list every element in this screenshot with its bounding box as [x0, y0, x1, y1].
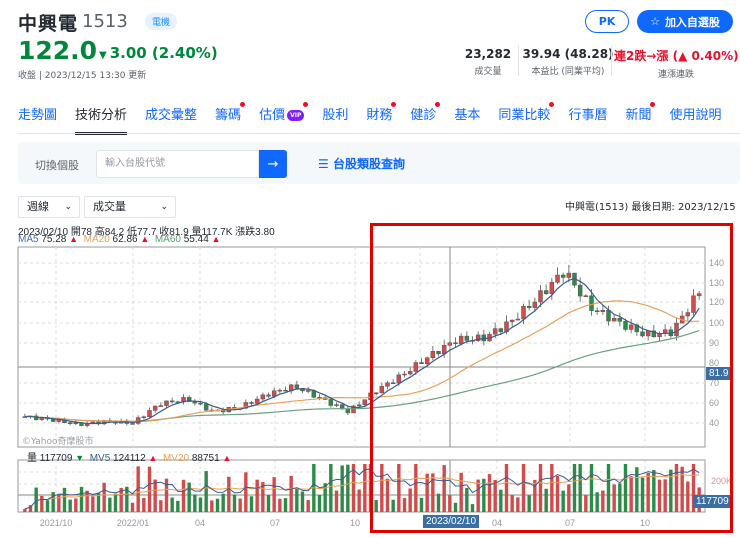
up-triangle-icon: ▲ — [140, 234, 150, 244]
tab-2[interactable]: 成交彙整 — [145, 108, 198, 123]
svg-text:07: 07 — [565, 518, 575, 528]
arrow-right-icon: → — [267, 156, 279, 172]
svg-text:04: 04 — [195, 518, 205, 528]
tab-5[interactable]: 股利 — [322, 108, 349, 123]
up-triangle-icon: ▲ — [211, 234, 221, 244]
tab-0[interactable]: 走勢圖 — [18, 108, 58, 123]
svg-text:2021/10: 2021/10 — [40, 518, 73, 528]
add-watchlist-button[interactable]: ☆ 加入自選股 — [637, 10, 733, 33]
svg-text:10: 10 — [350, 518, 360, 528]
indicator-select[interactable]: 成交量 ⌄ — [84, 196, 176, 218]
notification-dot-icon — [240, 102, 246, 107]
search-submit-button[interactable]: → — [259, 150, 287, 178]
tab-12[interactable]: 使用說明 — [669, 108, 722, 123]
svg-text:60: 60 — [709, 398, 719, 408]
vip-badge: VIP — [287, 110, 305, 121]
svg-text:200K: 200K — [711, 476, 732, 486]
sector-query-link[interactable]: ☰ 台股類股查詢 — [318, 157, 405, 171]
ohlc-legend: 2023/02/10 開78 高84.2 低77.7 收81.9 量117.7K… — [18, 227, 275, 238]
svg-text:140: 140 — [709, 258, 724, 268]
divider — [518, 46, 519, 76]
up-triangle-icon: ▲ — [69, 234, 79, 244]
current-price: 122.0 — [18, 36, 98, 65]
tabs-divider — [18, 133, 740, 134]
stock-code-input[interactable]: 輸入台股代號 — [96, 150, 259, 178]
svg-text:10: 10 — [640, 518, 650, 528]
tab-4[interactable]: 估價 VIP — [259, 102, 309, 128]
period-select[interactable]: 週線 ⌄ — [18, 196, 80, 218]
crosshair-price-tag: 81.9 — [706, 367, 732, 380]
svg-text:90: 90 — [709, 338, 719, 348]
switch-stock-label: 切換個股 — [35, 159, 79, 172]
svg-text:100: 100 — [709, 318, 724, 328]
stat-pe-ratio: 39.94 (48.28) 本益比 (同業平均) — [522, 47, 614, 77]
svg-text:70: 70 — [709, 378, 719, 388]
stat-volume: 23,282 成交量 — [464, 47, 512, 77]
highlight-annotation-box — [370, 223, 733, 533]
update-time: 收盤 | 2023/12/15 13:30 更新 — [18, 71, 147, 81]
stock-code: 1513 — [82, 11, 128, 32]
svg-text:130: 130 — [709, 278, 724, 288]
stock-name: 中興電 — [18, 13, 79, 35]
nav-tabs: 走勢圖 技術分析 成交彙整 籌碼 估價 VIP 股利 財務 健診 基本 同業比較 行事曆 新聞 使用說明 — [18, 102, 739, 135]
tab-8[interactable]: 基本 — [454, 108, 481, 123]
notification-dot-icon — [391, 102, 397, 107]
down-triangle-icon: ▼ — [75, 453, 85, 463]
crosshair-date-tag: 2023/02/10 — [423, 515, 480, 528]
up-triangle-icon: ▲ — [148, 453, 158, 463]
notification-dot-icon — [549, 102, 555, 107]
down-triangle-icon: ▼ — [99, 50, 107, 61]
price-change: ▼ 3.00 (2.40%) — [99, 44, 218, 62]
chart-info: 中興電(1513) 最後日期: 2023/12/15 — [565, 202, 736, 213]
tab-9[interactable]: 同業比較 — [498, 102, 555, 128]
stat-streak: 連2跌→漲 (▲ 0.40%) 連漲連跌 — [614, 49, 739, 80]
list-icon: ☰ — [318, 157, 333, 171]
svg-text:120: 120 — [709, 297, 724, 307]
svg-text:07: 07 — [270, 518, 280, 528]
ma-legend: MA5 75.28 ▲ MA20 62.86 ▲ MA60 55.44 ▲ — [18, 234, 221, 245]
divider — [611, 46, 612, 76]
tab-11[interactable]: 新聞 — [625, 102, 656, 128]
watermark: ©Yahoo奇摩股市 — [22, 437, 94, 447]
up-triangle-icon: ▲ — [222, 453, 232, 463]
svg-text:80: 80 — [709, 358, 719, 368]
svg-text:2022/01: 2022/01 — [117, 518, 150, 528]
tab-7[interactable]: 健診 — [410, 102, 441, 128]
tab-3[interactable]: 籌碼 — [215, 102, 246, 128]
notification-dot-icon — [435, 102, 441, 107]
volume-legend: 量 117709 ▼ MV5 124112 ▲ MV20 88751 ▲ — [27, 453, 232, 464]
industry-badge[interactable]: 電機 — [145, 13, 178, 30]
chevron-down-icon: ⌄ — [160, 202, 168, 212]
star-icon: ☆ — [650, 15, 660, 28]
svg-text:04: 04 — [492, 518, 502, 528]
chevron-down-icon: ⌄ — [64, 202, 72, 212]
notification-dot-icon — [303, 102, 309, 107]
tab-6[interactable]: 財務 — [366, 102, 397, 128]
tab-10[interactable]: 行事曆 — [568, 108, 608, 123]
crosshair-volume-tag: 117709 — [693, 495, 732, 508]
pk-button[interactable]: PK — [585, 10, 629, 33]
notification-dot-icon — [650, 102, 656, 107]
svg-text:40: 40 — [709, 418, 719, 428]
